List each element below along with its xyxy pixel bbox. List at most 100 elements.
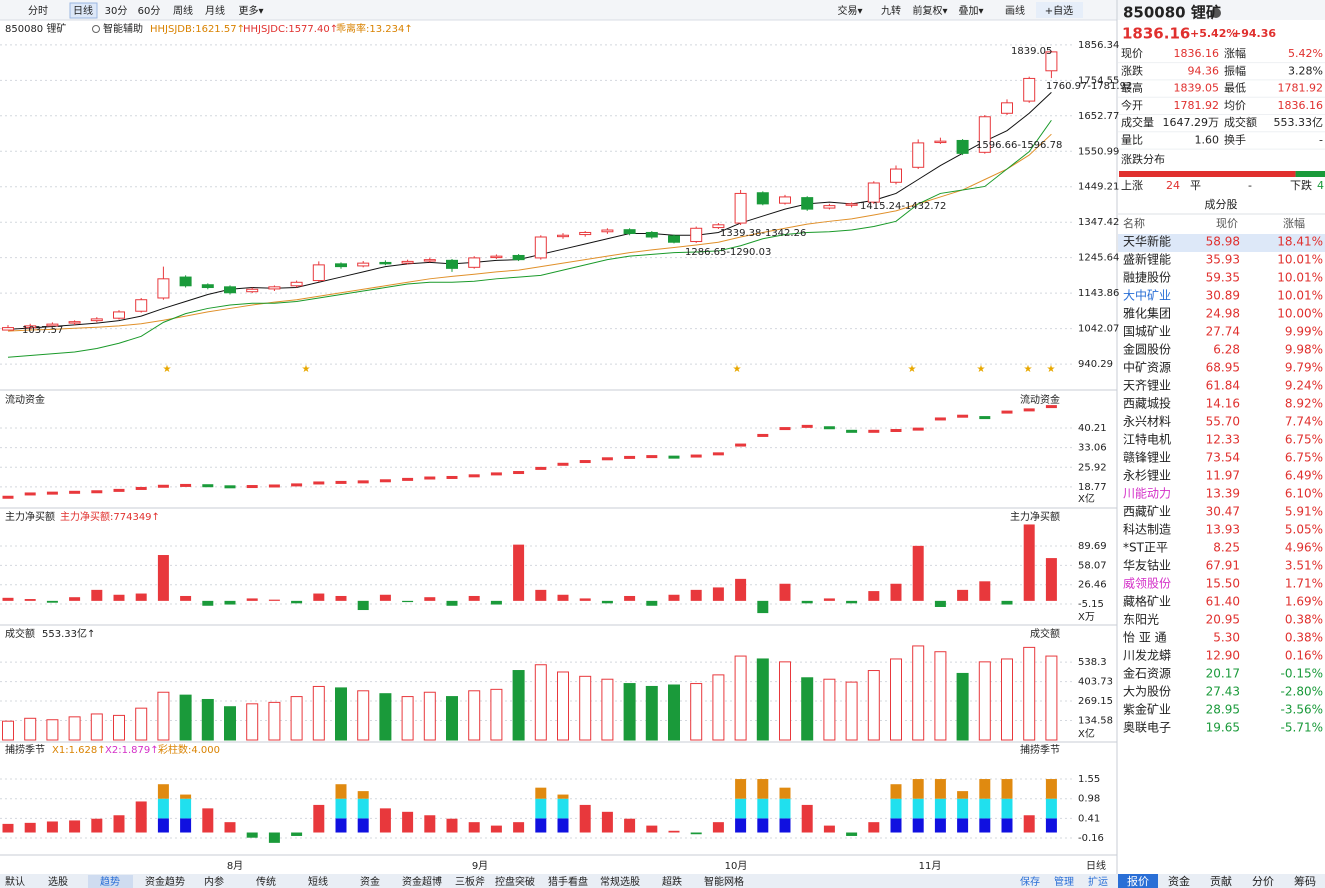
toolbar-item[interactable]: 画线 bbox=[1005, 4, 1025, 17]
bottom-tab[interactable]: 猎手看盘 bbox=[548, 875, 588, 888]
stock-name[interactable]: 华友钴业 bbox=[1123, 558, 1171, 573]
bottom-tab[interactable]: 三板斧 bbox=[455, 875, 485, 888]
netbuy-bar bbox=[934, 600, 946, 607]
info-icon[interactable] bbox=[1211, 8, 1221, 18]
stock-name[interactable]: 大为股份 bbox=[1123, 685, 1171, 699]
bottom-tab[interactable]: 智能网格 bbox=[704, 875, 744, 888]
stock-name[interactable]: 西藏矿业 bbox=[1123, 505, 1171, 519]
stock-name[interactable]: 国城矿业 bbox=[1123, 325, 1171, 339]
netbuy-bar bbox=[979, 581, 991, 601]
assist-label[interactable]: 智能辅助 bbox=[103, 22, 143, 35]
toolbar-item[interactable]: 前复权▾ bbox=[912, 4, 947, 17]
flow-mark bbox=[801, 424, 813, 428]
flow-mark bbox=[135, 486, 147, 490]
turnover-bar bbox=[24, 717, 37, 741]
stock-price: 68.95 bbox=[1206, 361, 1240, 375]
toolbar-item[interactable]: 九转 bbox=[881, 4, 901, 17]
stock-name[interactable]: 盛新锂能 bbox=[1123, 252, 1171, 267]
stock-name[interactable]: 藏格矿业 bbox=[1123, 594, 1171, 609]
stock-name[interactable]: 中矿资源 bbox=[1123, 360, 1171, 375]
bottom-action[interactable]: 保存 bbox=[1020, 875, 1040, 888]
stock-name[interactable]: 融捷股份 bbox=[1123, 271, 1171, 285]
stock-name[interactable]: 雅化集团 bbox=[1123, 306, 1171, 321]
bottom-tab[interactable]: 资金趋势 bbox=[145, 875, 185, 888]
side-tab[interactable]: 报价 bbox=[1127, 874, 1149, 888]
svg-text:★: ★ bbox=[908, 364, 917, 375]
candle-body bbox=[290, 281, 303, 287]
stock-price: 20.17 bbox=[1206, 667, 1240, 681]
stock-name[interactable]: 科达制造 bbox=[1123, 523, 1171, 537]
stock-name[interactable]: 紫金矿业 bbox=[1123, 702, 1171, 717]
bottom-tab[interactable]: 超跌 bbox=[662, 875, 682, 888]
side-tab[interactable]: 贡献 bbox=[1210, 874, 1232, 888]
bottom-action[interactable]: 管理 bbox=[1054, 875, 1074, 888]
bottom-tab[interactable]: 常规选股 bbox=[600, 875, 640, 888]
turnover-bar bbox=[446, 696, 458, 741]
stock-name[interactable]: 东阳光 bbox=[1123, 613, 1159, 627]
toolbar-item[interactable]: 分时 bbox=[28, 5, 48, 17]
stock-name[interactable]: 江特电机 bbox=[1123, 432, 1171, 447]
stock-name[interactable]: 天齐锂业 bbox=[1123, 378, 1171, 393]
toolbar-item[interactable]: 更多▾ bbox=[238, 4, 263, 17]
toolbar-item[interactable]: 30分 bbox=[105, 5, 128, 17]
stock-name[interactable]: 川能动力 bbox=[1123, 487, 1171, 501]
toolbar-item[interactable]: 交易▾ bbox=[837, 4, 862, 17]
stock-name[interactable]: 大中矿业 bbox=[1123, 288, 1171, 303]
season-bar-segment bbox=[890, 798, 902, 819]
stock-name[interactable]: 金石资源 bbox=[1123, 666, 1171, 681]
side-tab[interactable]: 筹码 bbox=[1294, 874, 1316, 888]
turnover-bar bbox=[934, 651, 947, 741]
stock-name[interactable]: 金圆股份 bbox=[1123, 342, 1171, 357]
stock-name[interactable]: 天华新能 bbox=[1123, 234, 1171, 249]
stock-name[interactable]: 永杉锂业 bbox=[1123, 468, 1171, 483]
bottom-tab[interactable]: 选股 bbox=[48, 875, 68, 888]
stock-change: 9.99% bbox=[1285, 325, 1323, 339]
toolbar-item[interactable]: +自选 bbox=[1045, 4, 1073, 17]
side-tab[interactable]: 资金 bbox=[1168, 874, 1190, 888]
stock-name[interactable]: 怡 亚 通 bbox=[1123, 631, 1167, 645]
stock-name[interactable]: 威领股份 bbox=[1123, 577, 1171, 591]
bottom-tab[interactable]: 内参 bbox=[204, 875, 224, 888]
toolbar-item[interactable]: 周线 bbox=[173, 4, 193, 17]
bottom-tab[interactable]: 资金 bbox=[360, 875, 380, 888]
toolbar-item[interactable]: 月线 bbox=[205, 4, 225, 17]
season-bar bbox=[468, 822, 480, 833]
column-header[interactable]: 名称 bbox=[1123, 216, 1145, 230]
season-bar-segment bbox=[934, 818, 946, 833]
stock-name[interactable]: *ST正平 bbox=[1123, 541, 1168, 555]
flow-mark bbox=[779, 427, 791, 431]
price-annotation: 1760.97-1781.92 bbox=[1046, 81, 1132, 92]
toolbar-item[interactable]: 日线 bbox=[73, 4, 93, 17]
price-annotation: 1037.57 bbox=[22, 325, 63, 336]
netbuy-bar bbox=[1001, 600, 1013, 605]
candle-body bbox=[557, 234, 569, 238]
stock-name[interactable]: 赣锋锂业 bbox=[1123, 450, 1171, 465]
bottom-tab[interactable]: 短线 bbox=[308, 875, 328, 888]
bottom-tab[interactable]: 默认 bbox=[5, 875, 25, 888]
side-tab[interactable]: 分价 bbox=[1252, 875, 1274, 888]
stock-name[interactable]: 川发龙蟒 bbox=[1123, 648, 1171, 663]
stock-name[interactable]: 奥联电子 bbox=[1123, 721, 1171, 735]
column-header[interactable]: 现价 bbox=[1216, 217, 1238, 230]
toolbar-item[interactable]: 60分 bbox=[138, 5, 161, 17]
bottom-tab[interactable]: 资金超博 bbox=[402, 875, 442, 888]
bottom-tab[interactable]: 趋势 bbox=[100, 875, 120, 888]
unit-label: X亿 bbox=[1078, 492, 1095, 505]
y-tick-label: 1042.07 bbox=[1078, 324, 1119, 335]
turnover-bar bbox=[224, 706, 236, 741]
season-bar-segment bbox=[357, 818, 369, 833]
flow-mark bbox=[868, 429, 880, 433]
season-bar bbox=[846, 832, 858, 836]
candle-body bbox=[446, 259, 458, 269]
bottom-tab[interactable]: 控盘突破 bbox=[495, 875, 535, 888]
season-bar bbox=[313, 804, 325, 833]
bottom-action[interactable]: 扩运 bbox=[1088, 875, 1108, 888]
stock-name[interactable]: 西藏城投 bbox=[1123, 396, 1171, 411]
bottom-tab[interactable]: 传统 bbox=[256, 875, 276, 888]
stock-name[interactable]: 永兴材料 bbox=[1123, 415, 1171, 429]
turnover-bar bbox=[157, 691, 170, 741]
assist-icon[interactable] bbox=[92, 25, 100, 33]
column-header[interactable]: 涨幅 bbox=[1283, 217, 1305, 230]
dist-label: 平 bbox=[1190, 179, 1201, 192]
toolbar-item[interactable]: 叠加▾ bbox=[958, 5, 983, 17]
